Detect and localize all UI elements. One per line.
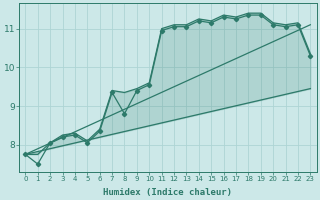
- X-axis label: Humidex (Indice chaleur): Humidex (Indice chaleur): [103, 188, 232, 197]
